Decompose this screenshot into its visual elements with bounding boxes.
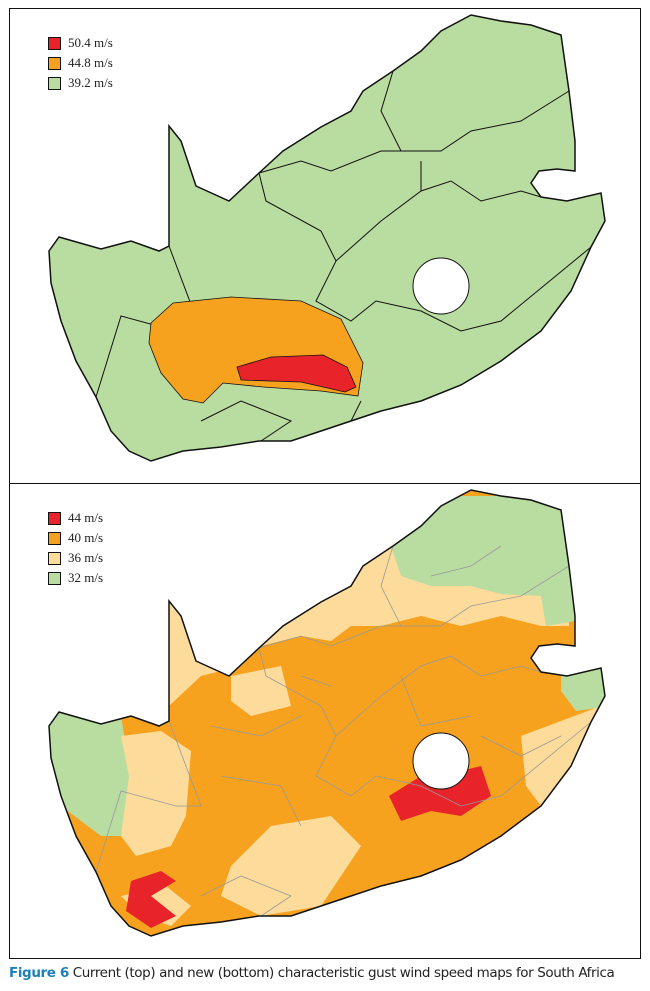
lesotho-exclusion bbox=[412, 732, 470, 790]
current-wind-map bbox=[48, 14, 606, 462]
legend-swatch-orange bbox=[48, 56, 61, 70]
lesotho-exclusion bbox=[412, 257, 470, 315]
legend-swatch-orange bbox=[48, 531, 61, 545]
legend-item: 44.8 m/s bbox=[48, 53, 113, 73]
figure-label: Figure 6 bbox=[9, 965, 69, 981]
legend-label: 44 m/s bbox=[68, 510, 104, 525]
legend-label: 39.2 m/s bbox=[68, 75, 113, 90]
legend-swatch-green bbox=[48, 76, 61, 90]
legend-item: 32 m/s bbox=[48, 568, 103, 588]
legend-item: 36 m/s bbox=[48, 548, 103, 568]
legend-label: 32 m/s bbox=[68, 570, 104, 585]
legend-swatch-red bbox=[48, 36, 61, 50]
legend-label: 40 m/s bbox=[68, 530, 104, 545]
legend-item: 50.4 m/s bbox=[48, 33, 113, 53]
region-44-cape bbox=[126, 871, 176, 928]
new-map-legend: 44 m/s 40 m/s 36 m/s 32 m/s bbox=[48, 508, 103, 588]
new-wind-map bbox=[48, 489, 606, 937]
legend-label: 50.4 m/s bbox=[68, 35, 113, 50]
legend-swatch-green bbox=[48, 571, 61, 585]
region-36-coast bbox=[521, 706, 601, 806]
legend-item: 44 m/s bbox=[48, 508, 103, 528]
current-wind-map-panel: 50.4 m/s 44.8 m/s 39.2 m/s bbox=[9, 8, 641, 484]
region-44-east bbox=[389, 766, 491, 821]
south-africa-region-39-2 bbox=[49, 15, 605, 461]
current-map-legend: 50.4 m/s 44.8 m/s 39.2 m/s bbox=[48, 33, 113, 93]
legend-label: 36 m/s bbox=[68, 550, 104, 565]
figure-caption: Figure 6 Current (top) and new (bottom) … bbox=[9, 965, 615, 981]
legend-item: 40 m/s bbox=[48, 528, 103, 548]
region-36-west bbox=[121, 731, 191, 856]
region-36-south bbox=[221, 816, 361, 916]
legend-label: 44.8 m/s bbox=[68, 55, 113, 70]
legend-swatch-red bbox=[48, 511, 61, 525]
caption-text: Current (top) and new (bottom) character… bbox=[68, 965, 615, 981]
region-50-4 bbox=[236, 354, 357, 393]
legend-item: 39.2 m/s bbox=[48, 73, 113, 93]
legend-swatch-tan bbox=[48, 551, 61, 565]
new-wind-map-panel: 44 m/s 40 m/s 36 m/s 32 m/s bbox=[9, 483, 641, 959]
region-32-northeast bbox=[391, 496, 576, 626]
region-36-central bbox=[231, 666, 291, 716]
